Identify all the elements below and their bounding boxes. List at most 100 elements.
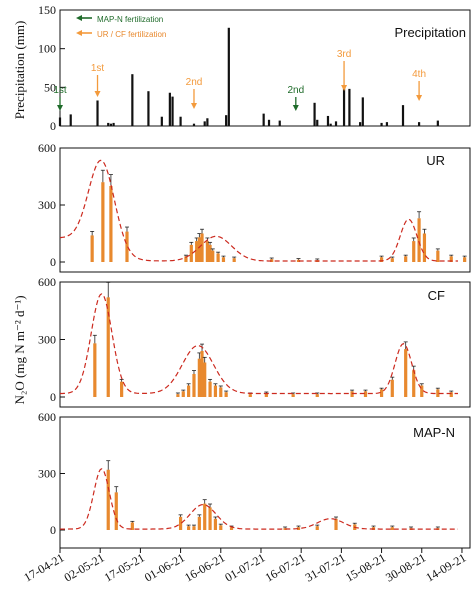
precip-bar — [203, 121, 206, 126]
n2o-bar — [208, 381, 212, 397]
panel-frame — [59, 416, 471, 549]
n2o-bar — [192, 374, 196, 397]
annotation-2nd-label: 2nd — [287, 85, 304, 96]
title-ur: UR — [426, 153, 445, 168]
n2o-bar — [203, 362, 207, 397]
x-tick-label: 15-08-21 — [343, 550, 388, 584]
n2o-bar — [449, 392, 453, 397]
precip-bar — [380, 122, 383, 126]
precip-bar — [278, 120, 281, 126]
precip-bar — [96, 100, 99, 126]
fit-curve — [59, 159, 458, 262]
n2o-bar — [350, 391, 354, 397]
n2o-bar — [449, 256, 453, 262]
n2o-bar — [114, 492, 118, 530]
precip-bar — [112, 122, 115, 126]
ylabel-precipitation: Precipitation (mm) — [12, 21, 27, 120]
n2o-bar — [120, 381, 124, 397]
n2o-bar — [379, 389, 384, 397]
n2o-bar — [404, 349, 408, 397]
n2o-bar — [187, 385, 191, 397]
x-tick-label: 30-08-21 — [383, 550, 428, 584]
fit-curve — [60, 293, 458, 395]
n2o-bar — [200, 351, 204, 397]
n2o-bar — [216, 253, 220, 262]
precip-bar — [316, 119, 319, 126]
precip-bar — [168, 92, 171, 126]
legend-mapn-label: MAP-N fertilization — [97, 15, 163, 24]
axes-layer: 0 50 100 150 0 300 600 0 300 600 0 300 600 17-04-2102… — [21, 3, 471, 585]
annotation-arrow-head — [341, 85, 348, 91]
precip-bar — [227, 27, 230, 126]
panel-frame — [59, 9, 471, 127]
title-map-n: MAP-N — [413, 425, 455, 440]
n2o-bar — [181, 391, 185, 397]
x-tick-label: 02-05-21 — [62, 550, 107, 584]
n2o-bar — [315, 394, 319, 397]
precip-bar — [179, 116, 182, 126]
annotation-arrow-head — [190, 103, 197, 109]
precip-bar — [206, 118, 209, 126]
annotation-3rd-label: 3rd — [337, 49, 351, 60]
n2o-bar — [379, 257, 384, 262]
x-tick-label: 14-09-21 — [423, 550, 468, 584]
annotation-arrow-head — [94, 91, 101, 97]
precip-bar — [342, 86, 346, 126]
y-tick-label: 0 — [50, 119, 56, 133]
legend-mapn-arrow-head — [76, 15, 82, 21]
n2o-bar — [390, 527, 394, 530]
y-tick-label: 600 — [38, 410, 56, 424]
precip-bar — [109, 123, 113, 126]
n2o-bar — [197, 237, 201, 262]
n2o-bar — [219, 387, 223, 397]
y-tick-label: 300 — [38, 198, 56, 212]
n2o-bar — [213, 385, 218, 397]
precip-bar — [267, 119, 271, 126]
y-tick-label: 300 — [38, 467, 56, 481]
n2o-bar — [125, 231, 129, 262]
precip-bar — [131, 74, 134, 126]
n2o-bar — [208, 507, 212, 530]
x-tick-label: 01-07-21 — [222, 550, 267, 584]
precip-bar — [225, 115, 228, 126]
y-tick-label: 600 — [38, 275, 56, 289]
fit-curve — [60, 468, 458, 530]
n2o-bar — [187, 526, 191, 530]
n2o-bar — [422, 233, 427, 262]
x-tick-label: 17-04-21 — [21, 550, 66, 584]
x-tick-label: 01-06-21 — [142, 550, 187, 584]
n2o-bar — [283, 528, 287, 530]
panel-frame — [59, 147, 471, 273]
n2o-bar — [291, 394, 295, 397]
annotation-1st-label: 1st — [91, 63, 105, 74]
x-tick-label: 16-06-21 — [182, 550, 227, 584]
n2o-bar — [334, 518, 338, 530]
y-tick-label: 0 — [50, 255, 56, 269]
x-tick-label: 17-05-21 — [102, 550, 147, 584]
ylabel-n2o: N₂O (mg N m⁻² d⁻¹) — [12, 295, 27, 404]
precip-bar — [334, 121, 338, 126]
n2o-bar — [90, 235, 94, 262]
n2o-bar — [412, 370, 416, 397]
n2o-bar — [200, 233, 204, 262]
n2o-bar — [436, 389, 440, 397]
precip-bar — [107, 122, 110, 126]
n2o-bar — [296, 527, 301, 530]
n2o-bar — [404, 256, 408, 262]
n2o-bar — [232, 258, 236, 262]
n2o-bar — [390, 258, 394, 262]
precip-bar — [262, 113, 265, 126]
precip-bar — [326, 115, 330, 126]
n2o-bar — [412, 241, 416, 262]
title-cf: CF — [428, 288, 445, 303]
precip-bar — [160, 116, 163, 126]
precip-bar — [192, 123, 196, 126]
precip-bar — [147, 91, 150, 126]
n2o-bar — [178, 516, 183, 530]
precip-bar — [58, 117, 62, 126]
n2o-bar — [208, 244, 212, 262]
y-tick-label: 50 — [44, 80, 56, 94]
n2o-bar — [248, 394, 252, 397]
precip-bar — [385, 122, 389, 126]
